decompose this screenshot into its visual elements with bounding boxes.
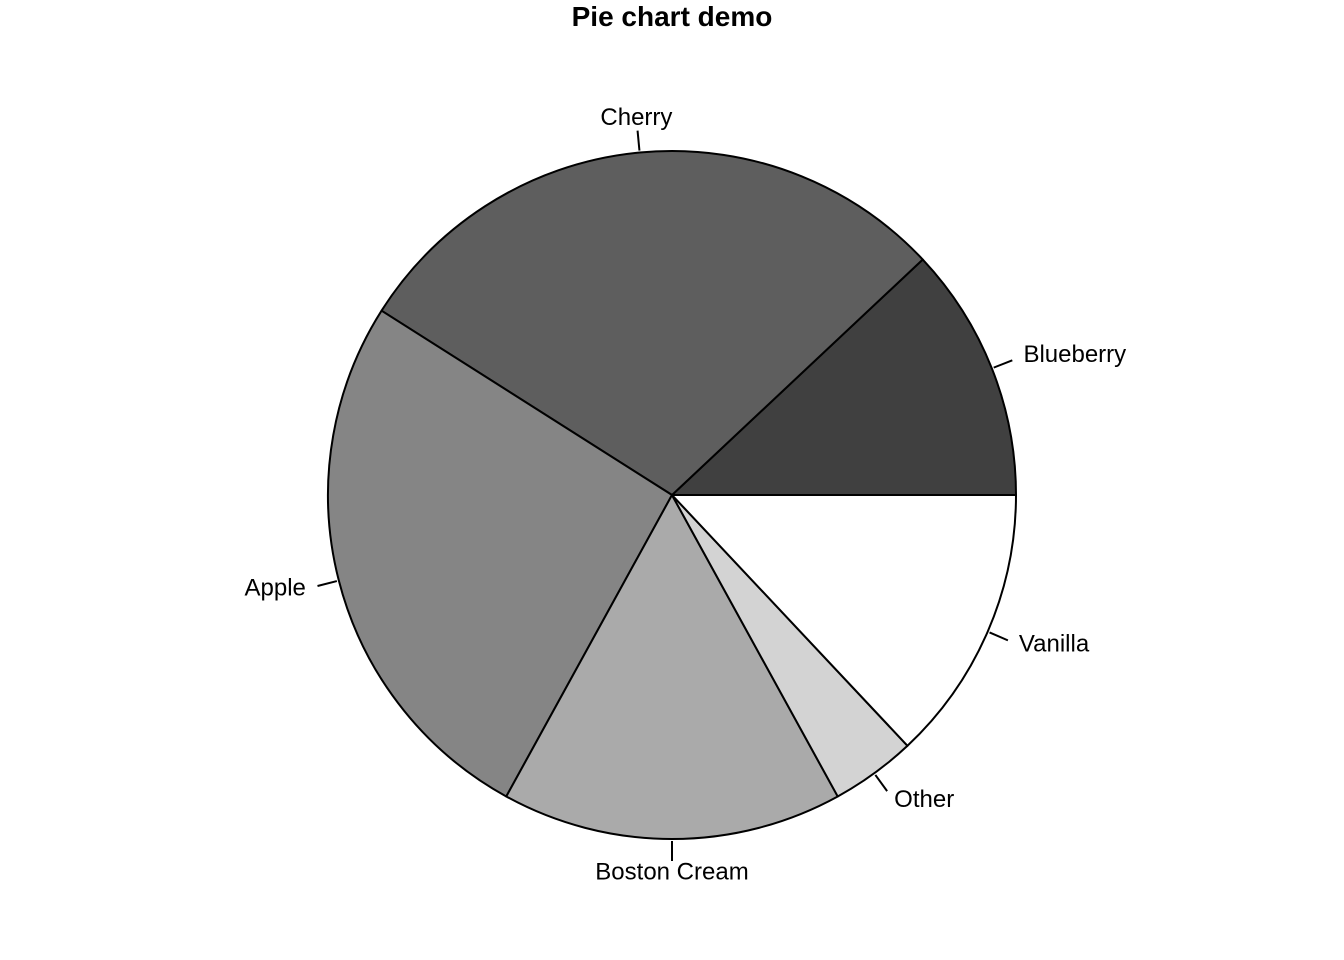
pie-label-blueberry: Blueberry (1023, 341, 1126, 368)
pie-label-ticks (317, 130, 1013, 861)
pie-slice-boston-cream (505, 494, 839, 840)
pie-tick-other (874, 774, 888, 792)
pie-slices (327, 150, 1017, 840)
pie-label-boston-cream: Boston Cream (595, 858, 748, 885)
pie-label-cherry: Cherry (600, 104, 672, 131)
pie-slice-apple (327, 309, 673, 798)
pie-tick-cherry (636, 130, 641, 151)
pie-slice-cherry (380, 150, 924, 496)
pie-label-other: Other (894, 786, 954, 813)
pie-label-vanilla: Vanilla (1019, 630, 1090, 657)
pie-tick-blueberry (993, 359, 1013, 369)
pie-slice-blueberry (671, 258, 1017, 496)
pie-labels: Blueberry Cherry Apple Boston Cream Other Van… (244, 104, 1126, 885)
pie-tick-apple (317, 580, 338, 587)
pie-slice-vanilla (671, 494, 1017, 747)
pie-tick-vanilla (989, 631, 1009, 642)
chart-title: Pie chart demo (571, 1, 773, 32)
pie-label-apple: Apple (244, 574, 305, 601)
